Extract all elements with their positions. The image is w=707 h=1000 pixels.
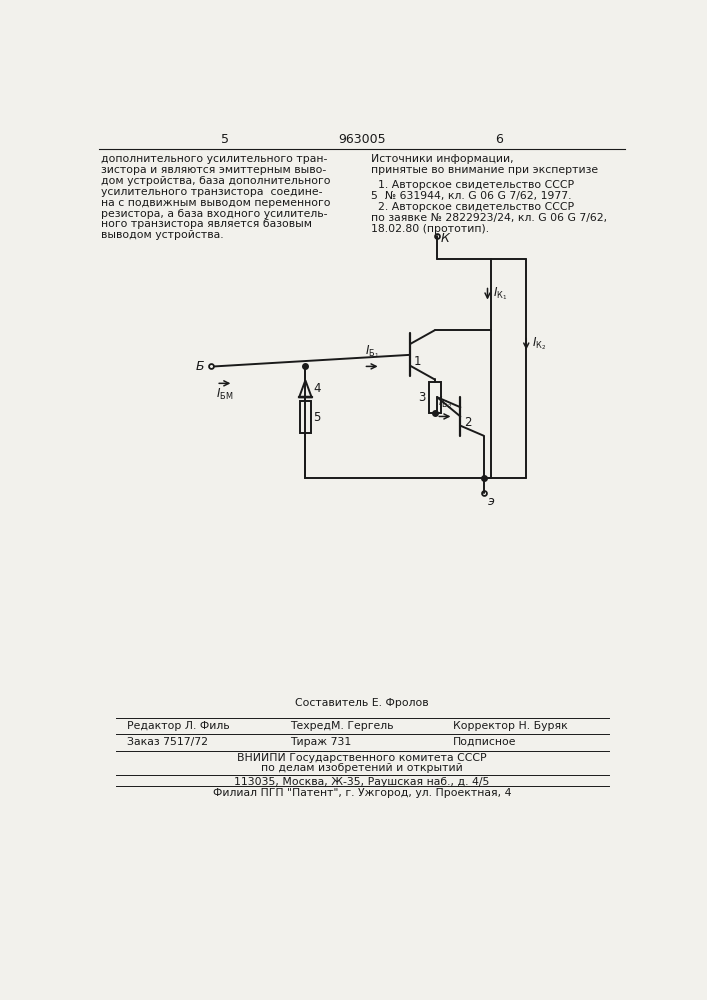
Text: 18.02.80 (прототип).: 18.02.80 (прототип).: [371, 224, 489, 234]
Text: усилительного транзистора  соедине-: усилительного транзистора соедине-: [101, 187, 322, 197]
Text: ВНИИПИ Государственного комитета СССР: ВНИИПИ Государственного комитета СССР: [237, 753, 486, 763]
Text: Филиал ПГП "Патент", г. Ужгород, ул. Проектная, 4: Филиал ПГП "Патент", г. Ужгород, ул. Про…: [213, 788, 511, 798]
Text: дом устройства, база дополнительного: дом устройства, база дополнительного: [101, 176, 330, 186]
Text: 113035, Москва, Ж-35, Раушская наб., д. 4/5: 113035, Москва, Ж-35, Раушская наб., д. …: [234, 777, 490, 787]
Text: зистора и являются эмиттерным выво-: зистора и являются эмиттерным выво-: [101, 165, 326, 175]
Text: 2. Авторское свидетельство СССР: 2. Авторское свидетельство СССР: [371, 202, 574, 212]
Text: выводом устройства.: выводом устройства.: [101, 230, 223, 240]
Text: 5: 5: [313, 411, 320, 424]
Text: Б: Б: [195, 360, 204, 373]
Bar: [429, 382, 440, 413]
Text: 3: 3: [418, 391, 426, 404]
Text: $I_{\rm К_2}$: $I_{\rm К_2}$: [532, 336, 546, 352]
Text: резистора, а база входного усилитель-: резистора, а база входного усилитель-: [101, 209, 327, 219]
Text: К: К: [441, 232, 450, 245]
Text: 1: 1: [414, 355, 421, 368]
Text: $I_{\rm Б_1}$: $I_{\rm Б_1}$: [365, 344, 379, 360]
Text: Редактор Л. Филь: Редактор Л. Филь: [127, 721, 230, 731]
Text: 2: 2: [464, 416, 472, 429]
Text: Источники информации,: Источники информации,: [371, 154, 514, 164]
Text: Заказ 7517/72: Заказ 7517/72: [127, 737, 208, 747]
Text: Подписное: Подписное: [452, 737, 516, 747]
Text: $I_{\rm К_1}$: $I_{\rm К_1}$: [493, 286, 508, 302]
Bar: [300, 401, 311, 433]
Text: принятые во внимание при экспертизе: принятые во внимание при экспертизе: [371, 165, 598, 175]
Text: ного транзистора является базовым: ного транзистора является базовым: [101, 219, 312, 229]
Text: 963005: 963005: [338, 133, 386, 146]
Text: по делам изобретений и открытий: по делам изобретений и открытий: [261, 763, 463, 773]
Text: 1. Авторское свидетельство СССР: 1. Авторское свидетельство СССР: [371, 180, 574, 190]
Text: 4: 4: [313, 382, 321, 395]
Text: по заявке № 2822923/24, кл. G 06 G 7/62,: по заявке № 2822923/24, кл. G 06 G 7/62,: [371, 213, 607, 223]
Text: ТехредМ. Гергель: ТехредМ. Гергель: [290, 721, 393, 731]
Text: э: э: [488, 495, 494, 508]
Text: Составитель Е. Фролов: Составитель Е. Фролов: [295, 698, 428, 708]
Text: 6: 6: [495, 133, 503, 146]
Text: дополнительного усилительного тран-: дополнительного усилительного тран-: [101, 154, 327, 164]
Text: $I_{\rm БМ}$: $I_{\rm БМ}$: [216, 387, 233, 402]
Text: на с подвижным выводом переменного: на с подвижным выводом переменного: [101, 198, 330, 208]
Text: $I_{\rm Б_2}$: $I_{\rm Б_2}$: [438, 394, 452, 411]
Text: Корректор Н. Буряк: Корректор Н. Буряк: [452, 721, 568, 731]
Text: Тираж 731: Тираж 731: [290, 737, 351, 747]
Text: 5  № 631944, кл. G 06 G 7/62, 1977.: 5 № 631944, кл. G 06 G 7/62, 1977.: [371, 191, 572, 201]
Text: 5: 5: [221, 133, 229, 146]
